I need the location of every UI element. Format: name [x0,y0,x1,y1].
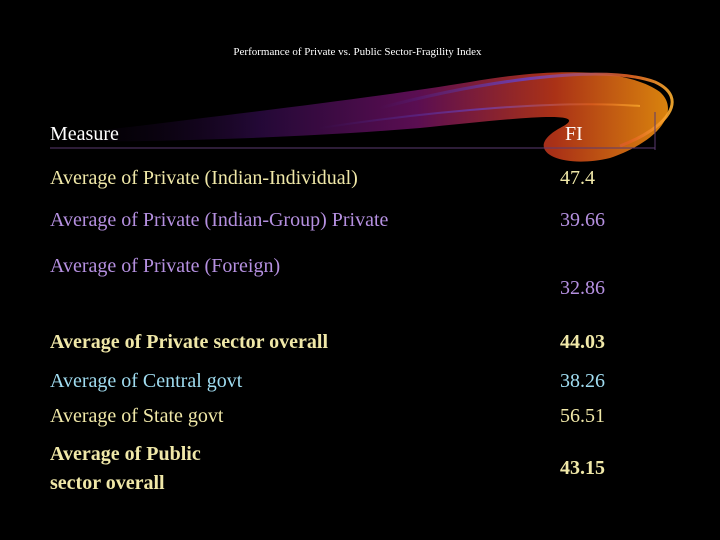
row-label-central-govt: Average of Central govt [50,369,242,393]
header-measure: Measure [50,122,119,146]
row-label-state-govt: Average of State govt [50,404,223,428]
header-fi: FI [565,122,583,146]
row-value-central-govt: 38.26 [560,369,605,393]
row-value-private-foreign: 32.86 [560,276,605,300]
row-label-private-sector-overall: Average of Private sector overall [50,330,328,354]
row-label-private-foreign: Average of Private (Foreign) [50,254,280,278]
row-value-private-sector-overall: 44.03 [560,330,605,354]
slide-title: Performance of Private vs. Public Sector… [0,46,715,58]
row-label-private-indian-individual: Average of Private (Indian-Individual) [50,166,358,190]
row-value-private-indian-group: 39.66 [560,208,605,232]
row-label-public-sector-overall-line2: sector overall [50,471,165,495]
row-label-private-indian-group: Average of Private (Indian-Group) Privat… [50,208,388,232]
row-label-public-sector-overall-line1: Average of Public [50,442,201,466]
row-value-private-indian-individual: 47.4 [560,166,595,190]
row-value-public-sector-overall: 43.15 [560,456,605,480]
row-value-state-govt: 56.51 [560,404,605,428]
